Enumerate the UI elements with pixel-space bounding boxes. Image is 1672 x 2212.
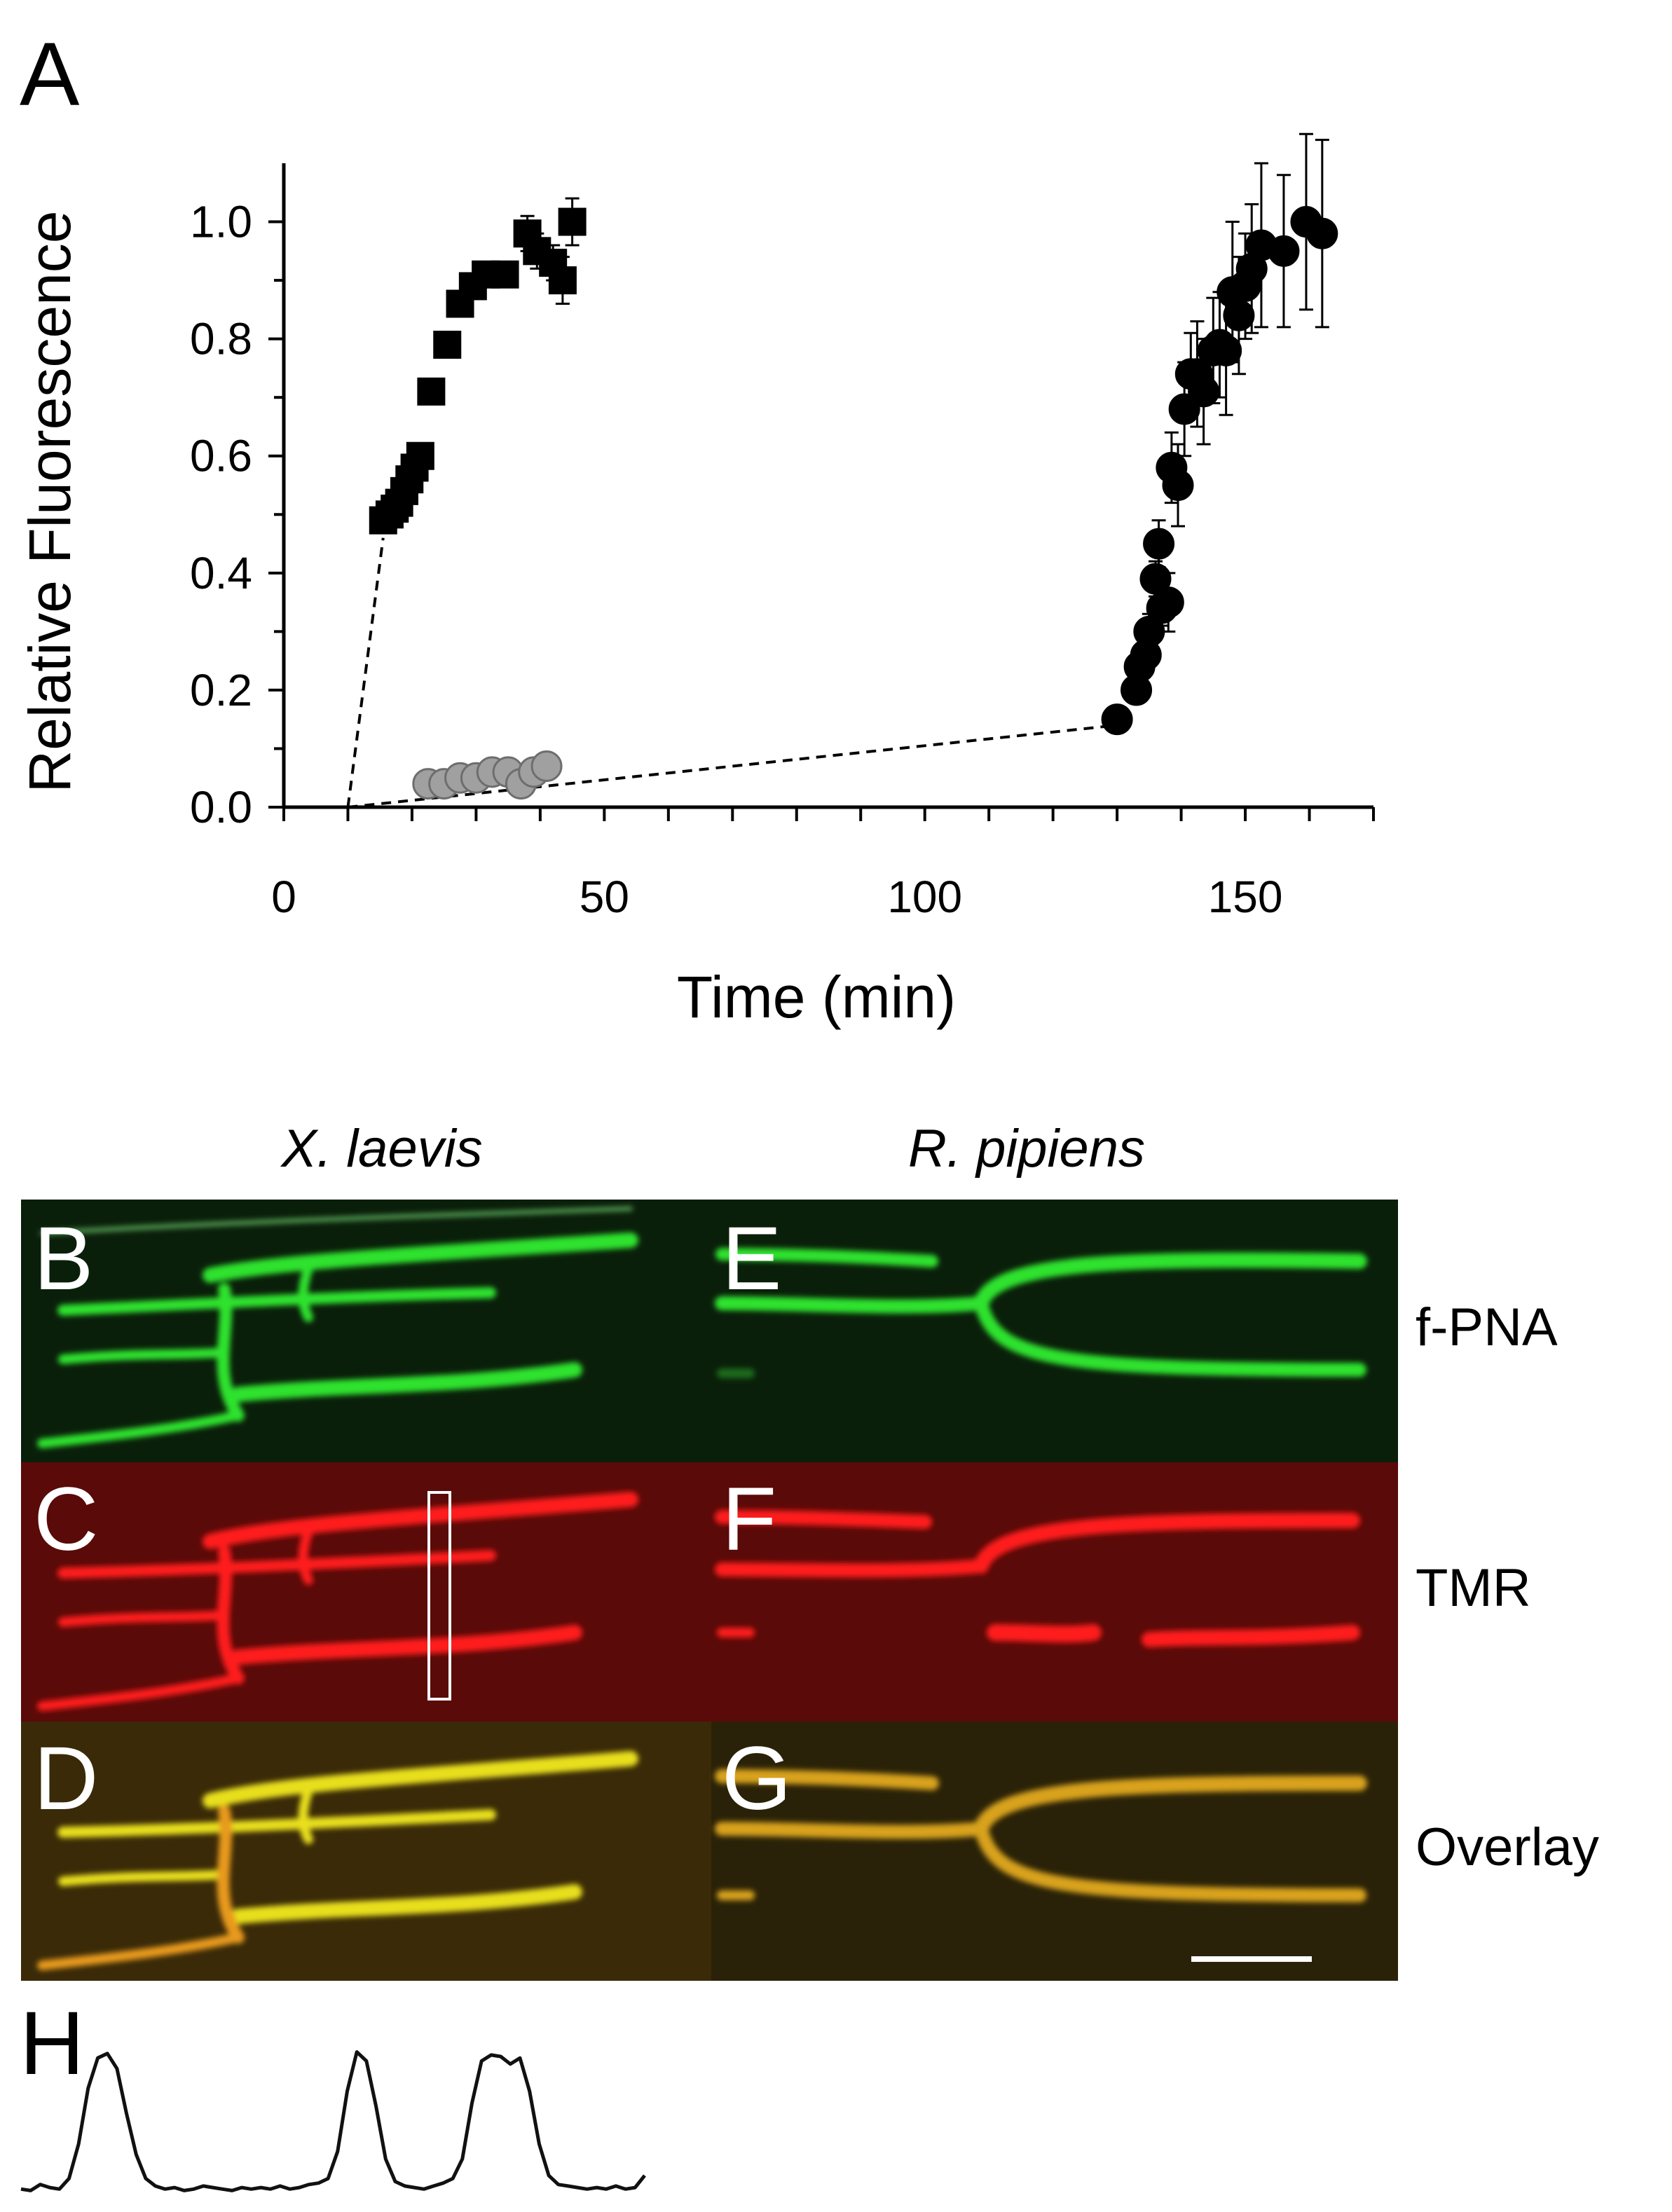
intensity-profile-line [20,2050,646,2192]
data-point-circle [1210,334,1242,366]
panel-label-d: D [34,1729,98,1829]
panel-label-c: C [34,1469,98,1569]
micrograph-grid: B C [21,1200,1398,1981]
data-point-circle [1306,217,1338,249]
data-point-circle [1268,235,1300,267]
data-point-circle [1223,299,1255,331]
data-point-circle [1143,528,1175,560]
x-tick-label: 0 [271,872,296,922]
profile-roi-box [427,1491,451,1701]
channel-label-fpna: f-PNA [1416,1298,1558,1357]
data-point-square [558,207,587,236]
plot-area: 0 50 100 150 0.0 0.2 0.4 0.6 0.8 1.0 [190,132,1375,922]
data-point-square [417,377,446,406]
panel-e-fpna-micrograph: E [711,1200,1398,1462]
panel-label-a: A [20,25,80,125]
panel-b-fpna-micrograph: B [21,1200,711,1462]
y-axis-title: Relative Fluorescence [17,210,83,792]
panel-g-overlay-micrograph: G [711,1722,1398,1981]
channel-label-tmr: TMR [1416,1558,1531,1618]
data-point-circle [1101,703,1133,736]
species-label-right: R. pipiens [908,1119,1145,1179]
species-label-left: X. laevis [280,1119,482,1179]
x-tick-label: 150 [1208,872,1283,922]
panel-d-overlay-micrograph: D [21,1722,711,1981]
dashed-fit-line [348,724,1118,809]
data-point-circle [1162,469,1194,501]
x-tick-label: 50 [580,872,629,922]
y-tick-label: 1.0 [190,197,252,247]
panel-label-e: E [722,1209,781,1309]
y-tick-label: 0.0 [190,782,252,832]
y-tick-label: 0.6 [190,431,252,481]
data-point-circle [1152,586,1184,619]
data-point-square [548,266,577,295]
dashed-fit-line [346,537,385,808]
panel-a-chart: A 0 50 100 150 0.0 0.2 0.4 0.6 0.8 1.0 Time (min)… [17,25,1375,1030]
y-tick-label: 0.4 [190,548,252,598]
y-tick-label: 0.2 [190,665,252,715]
panel-label-h: H [20,1993,84,2094]
y-tick-label: 0.8 [190,314,252,364]
data-point-square [433,330,462,359]
data-point-square [406,441,434,470]
panel-label-f: F [722,1469,776,1569]
data-point-circle [530,750,563,783]
panel-f-tmr-micrograph: F [711,1462,1398,1722]
x-tick-label: 100 [887,872,962,922]
channel-label-overlay: Overlay [1416,1818,1599,1877]
panel-label-b: B [34,1209,93,1309]
x-axis-title: Time (min) [677,964,956,1030]
panel-c-tmr-micrograph: C [21,1462,711,1722]
data-point-circle [1188,376,1220,408]
panel-h-profile: H [20,1993,646,2192]
panel-label-g: G [722,1729,792,1829]
data-point-square [491,260,519,289]
